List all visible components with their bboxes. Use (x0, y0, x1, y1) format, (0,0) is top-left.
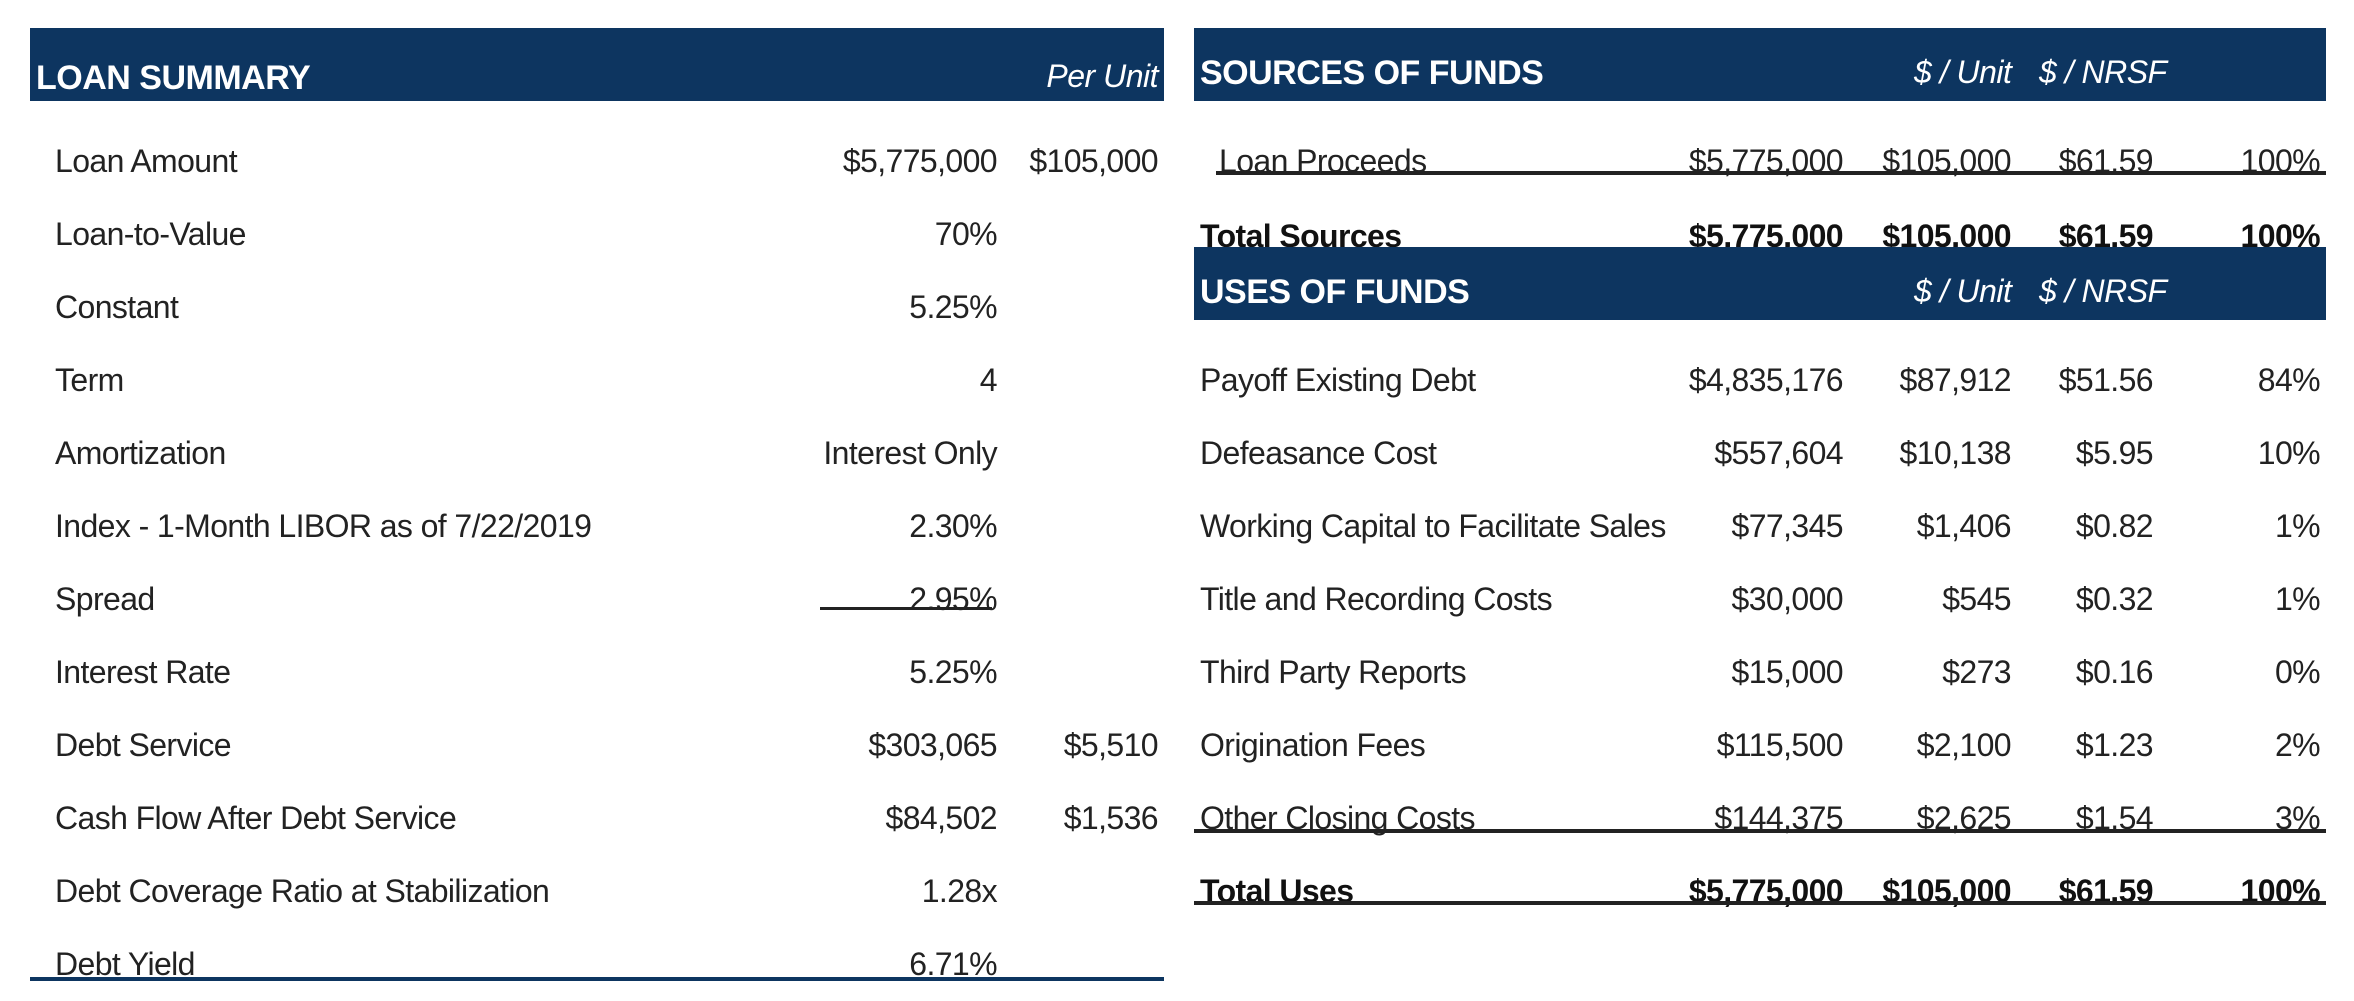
row-unit: $2,100 (1916, 727, 2012, 763)
row-label: Constant (55, 289, 179, 325)
row-value: 2.30% (909, 508, 997, 544)
unit-column-header: $ / Unit (1914, 273, 2012, 309)
table-row: Debt Coverage Ratio at Stabilization 1.2… (30, 855, 1164, 928)
sources-rule (1216, 171, 2326, 175)
row-value: 5.25% (909, 654, 997, 690)
row-pct: 1% (2274, 508, 2321, 544)
row-label: Debt Yield (55, 946, 195, 982)
table-row: Payoff Existing Debt $4,835,176 $87,912 … (1194, 344, 2326, 417)
row-label: Payoff Existing Debt (1200, 362, 1476, 398)
row-nrsf: $51.56 (2058, 362, 2154, 398)
loan-summary-title: LOAN SUMMARY (36, 59, 311, 97)
table-row: Title and Recording Costs $30,000 $545 $… (1194, 563, 2326, 636)
table-row: Term 4 (30, 344, 1164, 417)
nrsf-column-header: $ / NRSF (2039, 273, 2167, 309)
row-label: Loan-to-Value (55, 216, 246, 252)
row-amount: $30,000 (1731, 581, 1844, 617)
row-value: 4 (979, 362, 998, 398)
unit-column-header: $ / Unit (1914, 54, 2012, 90)
table-row: Origination Fees $115,500 $2,100 $1.23 2… (1194, 709, 2326, 782)
row-value: Interest Only (823, 435, 997, 471)
row-unit: $545 (1942, 581, 2011, 617)
row-per-unit: $1,536 (1063, 800, 1159, 836)
spread-underline (820, 607, 992, 610)
table-row: Spread 2.95% (30, 563, 1164, 636)
row-value: $303,065 (868, 727, 997, 763)
table-row: Interest Rate 5.25% (30, 636, 1164, 709)
total-uses-row: Total Uses $5,775,000 $105,000 $61.59 10… (1194, 855, 2326, 928)
row-label: Debt Coverage Ratio at Stabilization (55, 873, 550, 909)
uses-title: USES OF FUNDS (1200, 273, 1470, 311)
table-row: Third Party Reports $15,000 $273 $0.16 0… (1194, 636, 2326, 709)
sources-header: SOURCES OF FUNDS $ / Unit $ / NRSF (1194, 28, 2326, 101)
row-label: Amortization (55, 435, 226, 471)
row-label: Debt Service (55, 727, 232, 763)
sources-uses-panel: SOURCES OF FUNDS $ / Unit $ / NRSF Loan … (1194, 28, 2326, 928)
table-row: Defeasance Cost $557,604 $10,138 $5.95 1… (1194, 417, 2326, 490)
row-amount: $115,500 (1716, 727, 1844, 763)
row-label: Loan Amount (55, 143, 238, 179)
row-label: Cash Flow After Debt Service (55, 800, 457, 836)
table-row: Loan Amount $5,775,000 $105,000 (30, 125, 1164, 198)
row-label: Interest Rate (55, 654, 231, 690)
row-label: Origination Fees (1200, 727, 1426, 763)
row-label: Title and Recording Costs (1200, 581, 1553, 617)
row-per-unit: $5,510 (1063, 727, 1159, 763)
table-row: Working Capital to Facilitate Sales $77,… (1194, 490, 2326, 563)
row-pct: 0% (2274, 654, 2321, 690)
table-row: Other Closing Costs $144,375 $2,625 $1.5… (1194, 782, 2326, 855)
row-unit: $10,138 (1899, 435, 2012, 471)
row-unit: $87,912 (1899, 362, 2012, 398)
row-label: Index - 1-Month LIBOR as of 7/22/2019 (55, 508, 592, 544)
table-row: Debt Service $303,065 $5,510 (30, 709, 1164, 782)
per-unit-column-header: Per Unit (1046, 58, 1158, 94)
row-amount: $4,835,176 (1688, 362, 1844, 398)
table-row: Loan Proceeds $5,775,000 $105,000 $61.59… (1194, 125, 2326, 198)
row-unit: $273 (1942, 654, 2011, 690)
loan-summary-header: LOAN SUMMARY Per Unit (30, 28, 1164, 101)
uses-header: USES OF FUNDS $ / Unit $ / NRSF (1194, 247, 2326, 320)
total-uses-rule (1194, 901, 2326, 905)
table-row: Cash Flow After Debt Service $84,502 $1,… (30, 782, 1164, 855)
row-pct: 84% (2257, 362, 2321, 398)
row-pct: 10% (2257, 435, 2321, 471)
row-label: Third Party Reports (1200, 654, 1467, 690)
row-amount: $557,604 (1714, 435, 1843, 471)
loan-summary-panel: LOAN SUMMARY Per Unit Loan Amount $5,775… (30, 28, 1164, 988)
row-label: Term (55, 362, 124, 398)
loan-summary-bottom-rule (30, 977, 1164, 981)
row-label: Defeasance Cost (1200, 435, 1437, 471)
row-value: 2.95% (909, 581, 997, 617)
row-amount: $15,000 (1731, 654, 1844, 690)
row-unit: $1,406 (1916, 508, 2012, 544)
row-nrsf: $0.82 (2075, 508, 2154, 544)
row-value: 6.71% (909, 946, 997, 982)
uses-rule (1194, 829, 2326, 833)
row-per-unit: $105,000 (1029, 143, 1158, 179)
row-amount: $77,345 (1731, 508, 1844, 544)
nrsf-column-header: $ / NRSF (2039, 54, 2167, 90)
row-label: Working Capital to Facilitate Sales (1200, 508, 1666, 544)
row-value: 1.28x (921, 873, 998, 909)
table-row: Loan-to-Value 70% (30, 198, 1164, 271)
row-value: 70% (934, 216, 998, 252)
row-nrsf: $0.16 (2075, 654, 2154, 690)
table-row: Index - 1-Month LIBOR as of 7/22/2019 2.… (30, 490, 1164, 563)
sources-title: SOURCES OF FUNDS (1200, 54, 1544, 92)
table-row: Amortization Interest Only (30, 417, 1164, 490)
row-value: $5,775,000 (842, 143, 998, 179)
row-nrsf: $1.23 (2075, 727, 2154, 763)
table-row: Constant 5.25% (30, 271, 1164, 344)
row-nrsf: $0.32 (2075, 581, 2154, 617)
row-label: Spread (55, 581, 155, 617)
row-value: $84,502 (885, 800, 998, 836)
table-row: Debt Yield 6.71% (30, 928, 1164, 1001)
row-pct: 2% (2274, 727, 2321, 763)
row-nrsf: $5.95 (2075, 435, 2154, 471)
row-value: 5.25% (909, 289, 997, 325)
row-pct: 1% (2274, 581, 2321, 617)
